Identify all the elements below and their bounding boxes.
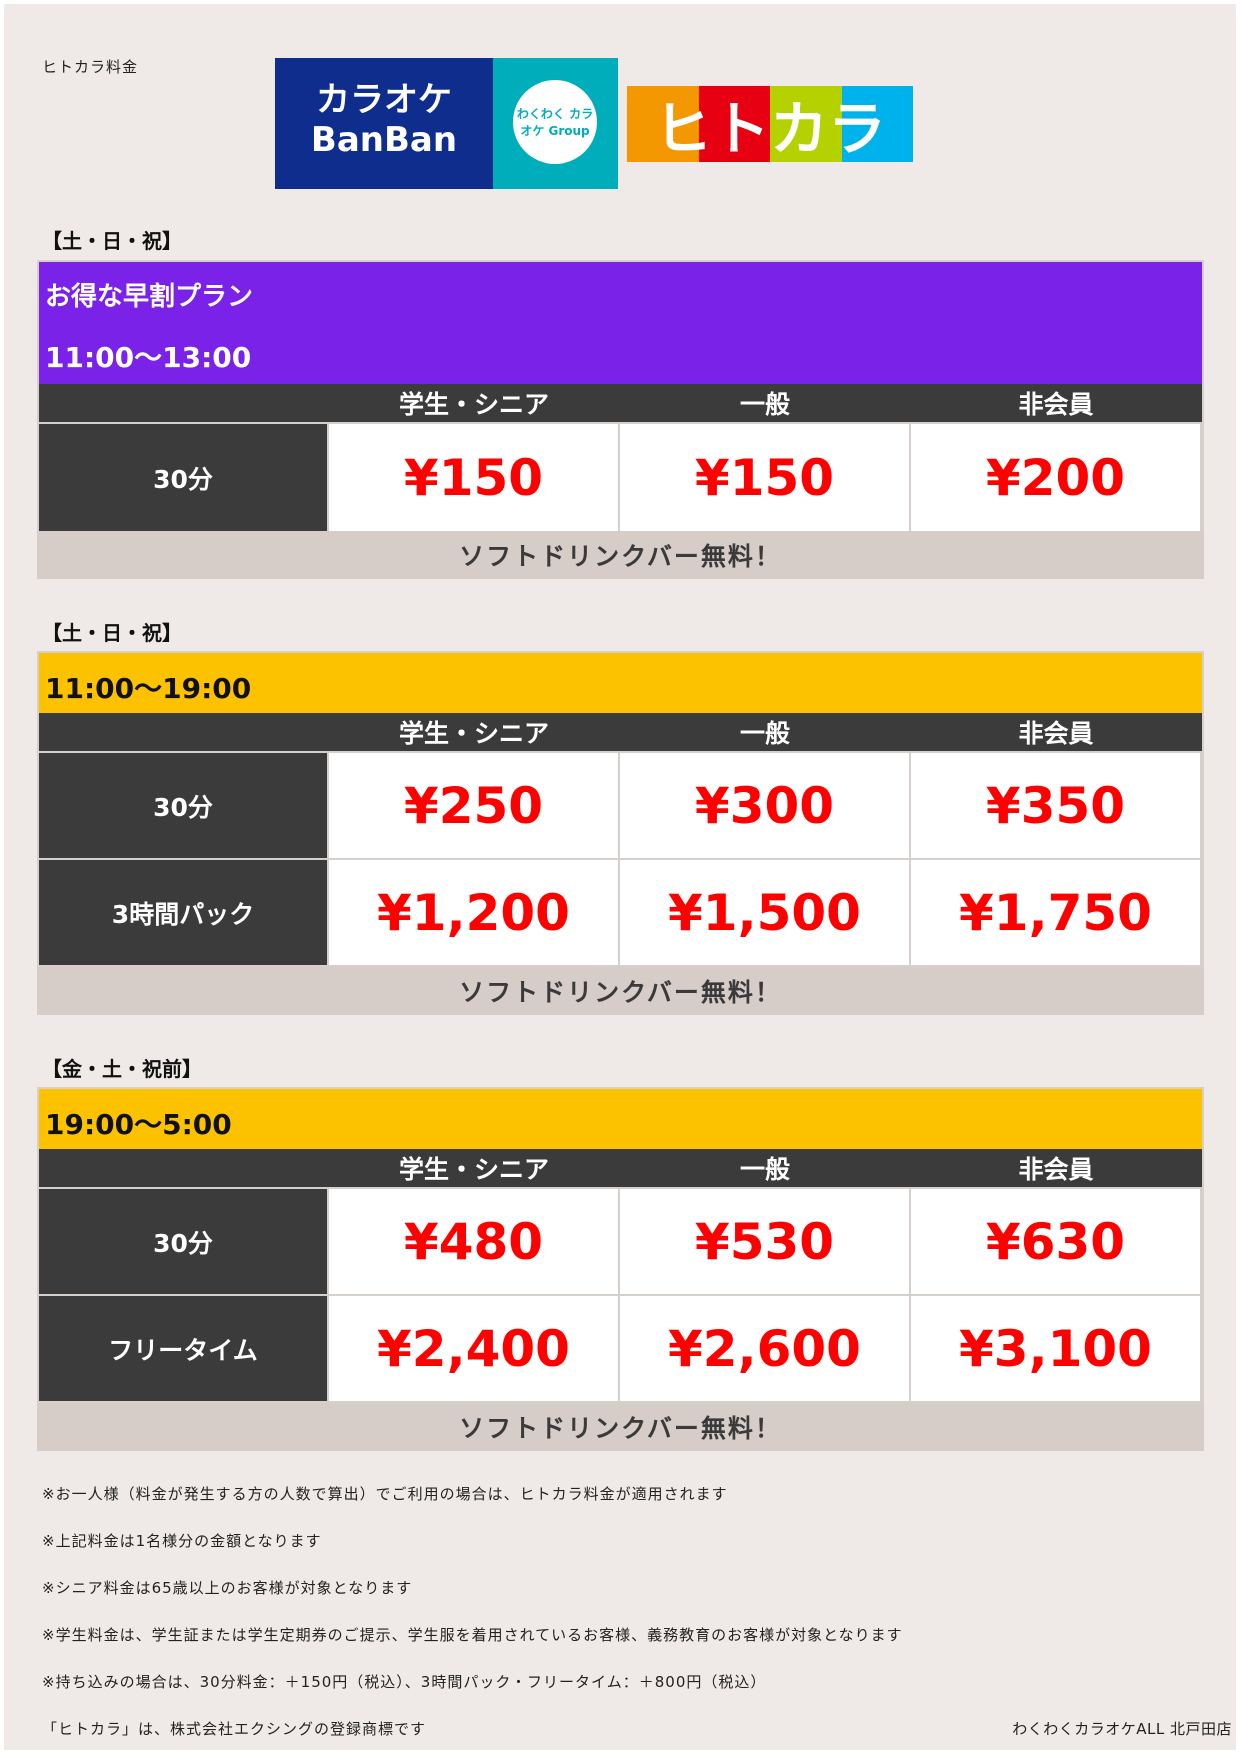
- price-cell: ¥150: [329, 424, 618, 531]
- note: ※お一人様（料金が発生する方の人数で算出）でご利用の場合は、ヒトカラ料金が適用さ…: [42, 1485, 728, 1503]
- row-label: 30分: [39, 1189, 327, 1294]
- drink-bar-note: ソフトドリンクバー無料！: [37, 531, 1204, 579]
- drink-bar-note: ソフトドリンクバー無料！: [37, 1403, 1204, 1451]
- price-cell: ¥150: [620, 424, 909, 531]
- column-student-senior: 学生・シニア: [398, 1155, 549, 1184]
- price-table-1: お得な早割プラン 11:00～13:00 学生・シニア 一般 非会員 30分 ¥…: [37, 260, 1204, 579]
- hitokara-logo-text: ヒトカラ: [653, 95, 886, 163]
- store-name: わくわくカラオケALL 北戸田店: [1012, 1720, 1232, 1738]
- plan-time: 19:00～5:00: [45, 1108, 232, 1141]
- column-non-member: 非会員: [1018, 1155, 1094, 1184]
- price-cell: ¥1,500: [620, 860, 909, 965]
- table-row: 30分 ¥250 ¥300 ¥350: [39, 753, 1202, 860]
- row-label: 3時間パック: [39, 860, 327, 965]
- price-table-2: 11:00～19:00 学生・シニア 一般 非会員 30分 ¥250 ¥300 …: [37, 651, 1204, 1015]
- banban-logo-text: カラオケ BanBan: [275, 58, 493, 189]
- hitokara-logo: ヒトカラ: [627, 86, 913, 163]
- column-header-row: 学生・シニア 一般 非会員: [39, 384, 1202, 422]
- column-header-row: 学生・シニア 一般 非会員: [39, 713, 1202, 751]
- page: ヒトカラ料金 カラオケ BanBan わくわく カラオケ Group ヒトカラ …: [4, 4, 1236, 1750]
- note: ※上記料金は1名様分の金額となります: [42, 1532, 322, 1550]
- price-cell: ¥2,400: [329, 1296, 618, 1401]
- section-3-day-label: 【金・土・祝前】: [42, 1057, 202, 1081]
- table-row: フリータイム ¥2,400 ¥2,600 ¥3,100: [39, 1296, 1202, 1403]
- price-cell: ¥1,750: [911, 860, 1200, 965]
- price-cell: ¥350: [911, 753, 1200, 858]
- price-cell: ¥630: [911, 1189, 1200, 1294]
- row-label: フリータイム: [39, 1296, 327, 1401]
- column-general: 一般: [739, 1155, 790, 1184]
- table-row: 30分 ¥150 ¥150 ¥200: [39, 424, 1202, 533]
- column-header-row: 学生・シニア 一般 非会員: [39, 1149, 1202, 1187]
- price-cell: ¥3,100: [911, 1296, 1200, 1401]
- price-cell: ¥200: [911, 424, 1200, 531]
- column-student-senior: 学生・シニア: [398, 390, 549, 419]
- column-non-member: 非会員: [1018, 719, 1094, 748]
- column-general: 一般: [739, 719, 790, 748]
- trademark-note: 「ヒトカラ」は、株式会社エクシングの登録商標です: [42, 1720, 427, 1738]
- section-1-day-label: 【土・日・祝】: [42, 229, 182, 253]
- price-cell: ¥250: [329, 753, 618, 858]
- wakuwaku-logo-text: わくわく カラオケ Group: [513, 80, 597, 164]
- note: ※持ち込みの場合は、30分料金：＋150円（税込）、3時間パック・フリータイム：…: [42, 1673, 767, 1691]
- plan-band: お得な早割プラン 11:00～13:00: [39, 262, 1202, 384]
- banban-logo: カラオケ BanBan わくわく カラオケ Group: [275, 58, 618, 189]
- price-table-3: 19:00～5:00 学生・シニア 一般 非会員 30分 ¥480 ¥530 ¥…: [37, 1087, 1204, 1451]
- note: ※学生料金は、学生証または学生定期券のご提示、学生服を着用されているお客様、義務…: [42, 1626, 903, 1644]
- row-label: 30分: [39, 424, 327, 531]
- plan-name: お得な早割プラン: [45, 282, 254, 312]
- price-cell: ¥2,600: [620, 1296, 909, 1401]
- time-band: 19:00～5:00: [39, 1089, 1202, 1149]
- price-cell: ¥530: [620, 1189, 909, 1294]
- plan-time: 11:00～19:00: [45, 672, 252, 705]
- drink-bar-note: ソフトドリンクバー無料！: [37, 967, 1204, 1015]
- section-2-day-label: 【土・日・祝】: [42, 621, 182, 645]
- page-title: ヒトカラ料金: [42, 58, 139, 76]
- price-cell: ¥300: [620, 753, 909, 858]
- table-row: 3時間パック ¥1,200 ¥1,500 ¥1,750: [39, 860, 1202, 967]
- column-student-senior: 学生・シニア: [398, 719, 549, 748]
- price-cell: ¥1,200: [329, 860, 618, 965]
- wakuwaku-logo: わくわく カラオケ Group: [493, 58, 618, 189]
- column-general: 一般: [739, 390, 790, 419]
- note: ※シニア料金は65歳以上のお客様が対象となります: [42, 1579, 413, 1597]
- time-band: 11:00～19:00: [39, 653, 1202, 713]
- row-label: 30分: [39, 753, 327, 858]
- table-row: 30分 ¥480 ¥530 ¥630: [39, 1189, 1202, 1296]
- price-cell: ¥480: [329, 1189, 618, 1294]
- plan-time: 11:00～13:00: [45, 341, 252, 374]
- column-non-member: 非会員: [1018, 390, 1094, 419]
